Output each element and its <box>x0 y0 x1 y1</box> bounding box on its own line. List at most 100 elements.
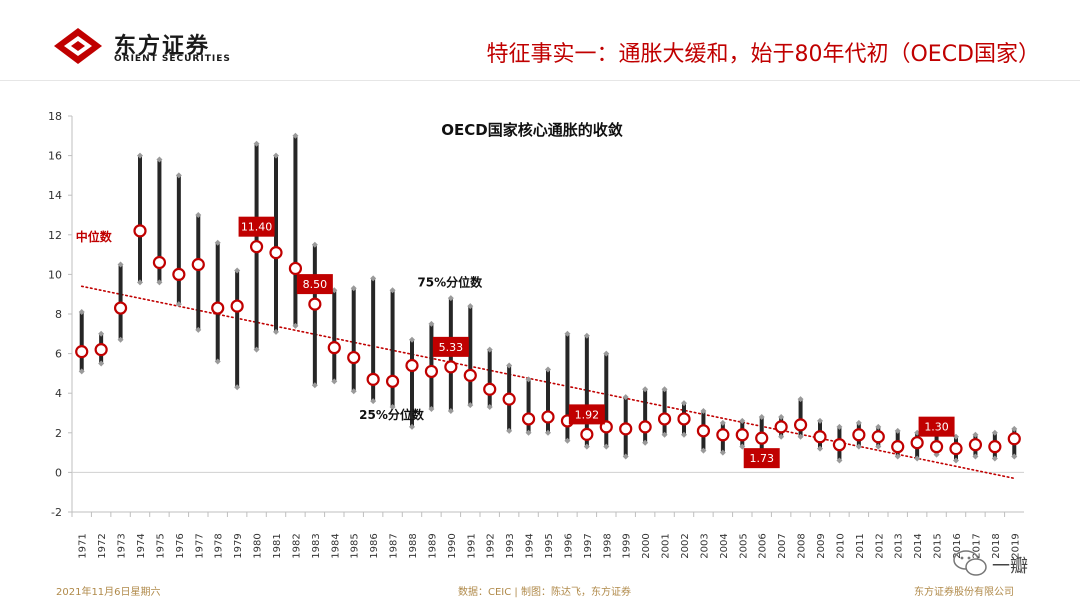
data-label-box <box>743 448 780 469</box>
p25-marker <box>98 360 105 367</box>
footer-source: 数据：CEIC | 制图：陈达飞，东方证券 <box>458 587 631 598</box>
p75-marker <box>525 376 532 383</box>
x-tick-label: 1977 <box>194 533 205 558</box>
x-axis: 1971 1972 1973 1974 1975 1976 1977 1978 1979 1980… <box>71 471 1024 559</box>
data-label-text: 11.40 <box>241 221 273 234</box>
p25-marker <box>778 433 785 440</box>
median-point <box>463 368 477 382</box>
median-point <box>113 301 128 315</box>
x-tick-label: 1985 <box>350 533 361 558</box>
p25-marker <box>583 443 590 450</box>
p75-marker <box>98 330 105 337</box>
median-point <box>580 427 594 441</box>
x-tick-label: 1996 <box>563 533 574 558</box>
p75-marker <box>370 275 377 282</box>
p25-marker <box>331 378 338 385</box>
x-tick-label: 2012 <box>874 533 885 558</box>
x-tick-label: 2007 <box>777 533 788 558</box>
p25-marker <box>681 431 687 438</box>
y-tick-label: 10 <box>48 268 62 281</box>
p75-marker <box>467 303 474 310</box>
p75-marker <box>1011 425 1018 432</box>
median-point <box>638 420 652 434</box>
x-tick-label: 1984 <box>330 533 341 558</box>
p75-marker <box>836 423 843 430</box>
y-tick-label: 16 <box>48 150 62 163</box>
p25-marker <box>253 346 260 353</box>
x-tick-label: 1998 <box>602 533 613 558</box>
median-point <box>619 422 633 436</box>
x-tick-label: 1992 <box>486 533 497 558</box>
median-point <box>327 341 341 355</box>
median-point <box>308 297 322 311</box>
median-point <box>1007 432 1021 446</box>
p25-marker <box>564 437 571 444</box>
median-point <box>483 382 497 396</box>
p25-marker <box>273 328 279 335</box>
x-tick-label: 2006 <box>758 533 769 558</box>
median-point <box>910 436 924 450</box>
median-point <box>541 410 555 424</box>
x-tick-label: 1981 <box>272 533 283 558</box>
p75-marker <box>991 429 998 436</box>
median-point <box>230 299 244 313</box>
y-tick-label: 6 <box>55 348 62 361</box>
diamond-logo-icon <box>54 28 102 64</box>
p25-marker <box>700 447 707 454</box>
median-point <box>871 430 885 444</box>
p25-marker <box>486 404 493 411</box>
footer-company: 东方证券股份有限公司 <box>914 587 1014 598</box>
p75-marker <box>175 172 182 179</box>
x-tick-label: 1994 <box>525 533 536 558</box>
p25-marker <box>622 453 629 460</box>
x-tick-label: 1980 <box>253 533 264 558</box>
x-tick-label: 2014 <box>913 533 924 558</box>
p25-marker <box>175 301 182 308</box>
x-tick-label: 2005 <box>738 533 749 558</box>
x-tick-label: 2001 <box>661 533 672 558</box>
p75-marker <box>622 394 629 401</box>
median-point <box>774 420 788 434</box>
annotation-p25: 25%分位数 <box>359 407 425 422</box>
p75-marker <box>739 417 746 424</box>
company-logo: 东方证券 ORIENT SECURITIES <box>52 26 312 70</box>
x-tick-label: 1997 <box>583 533 594 558</box>
p75-marker <box>156 156 163 163</box>
median-point <box>347 350 361 365</box>
x-tick-label: 1971 <box>78 533 89 558</box>
x-tick-label: 2018 <box>991 533 1002 558</box>
p75-marker <box>78 309 85 316</box>
median-point <box>521 412 536 426</box>
median-markers-layer <box>75 224 1021 456</box>
median-point <box>288 261 303 276</box>
x-tick-label: 2009 <box>816 533 827 558</box>
x-tick-label: 2000 <box>641 533 652 558</box>
data-label-box <box>296 274 333 295</box>
median-point <box>211 301 225 315</box>
p25-marker <box>894 453 901 460</box>
p75-marker <box>234 267 241 274</box>
p75-marker <box>778 413 785 420</box>
x-tick-label: 2015 <box>933 533 944 558</box>
x-tick-label: 1995 <box>544 533 555 558</box>
p25-marker <box>156 279 163 286</box>
x-tick-label: 2016 <box>952 533 963 558</box>
p25-marker <box>797 433 804 440</box>
x-tick-label: 2017 <box>971 533 982 558</box>
p25-marker <box>292 322 299 329</box>
x-tick-label: 1990 <box>447 533 458 558</box>
p25-marker <box>409 423 415 430</box>
median-point <box>696 424 711 438</box>
x-tick-label: 2004 <box>719 533 730 558</box>
median-point <box>832 438 847 452</box>
p25-marker <box>137 279 143 286</box>
p75-marker <box>117 261 124 268</box>
median-point <box>424 364 439 379</box>
x-tick-label: 1976 <box>175 533 186 558</box>
p75-marker <box>195 212 202 218</box>
header-divider <box>0 80 1080 81</box>
annotations-layer: 中位数 75%分位数 25%分位数 <box>76 229 483 422</box>
data-label-text: 1.30 <box>924 421 949 434</box>
slide-title: 特征事实一：通胀大缓和，始于80年代初（OECD国家） <box>486 42 1040 67</box>
